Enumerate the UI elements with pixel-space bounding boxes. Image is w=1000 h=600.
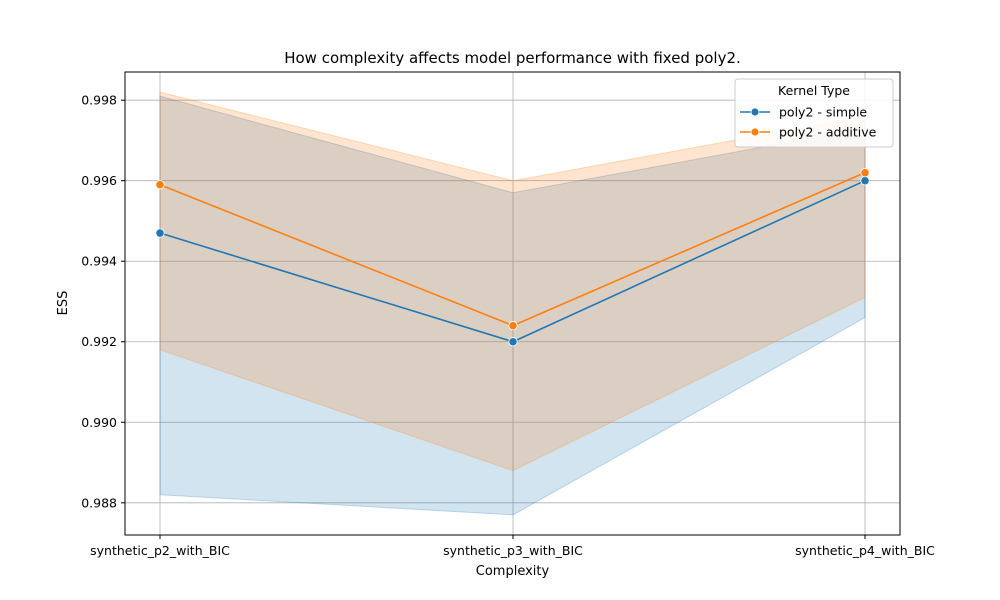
legend-marker (750, 127, 760, 137)
x-tick-label: synthetic_p3_with_BIC (443, 543, 583, 558)
legend-entry-label: poly2 - simple (779, 105, 867, 120)
data-point (508, 321, 518, 331)
y-tick-label: 0.992 (81, 334, 117, 349)
confidence-band-series-2 (159, 91, 866, 472)
legend-box (734, 78, 894, 148)
legend-marker (750, 107, 760, 117)
data-point (860, 168, 870, 178)
data-point (155, 228, 165, 238)
legend-entries: poly2 - simple poly2 - additive (740, 105, 877, 140)
y-tick-label: 0.994 (81, 254, 117, 269)
confidence-band-series-1 (159, 95, 866, 516)
legend-entry-label: poly2 - additive (779, 125, 877, 140)
y-tick-label: 0.990 (81, 415, 117, 430)
series-markers (155, 168, 870, 347)
data-point (508, 337, 518, 347)
x-axis-label: Complexity (476, 564, 550, 579)
confidence-bands (159, 91, 866, 516)
x-axis-ticks: synthetic_p2_with_BIC synthetic_p3_with_B… (90, 535, 935, 558)
data-point (860, 176, 870, 186)
x-tick-label: synthetic_p2_with_BIC (90, 543, 230, 558)
x-tick-label: synthetic_p4_with_BIC (795, 543, 935, 558)
y-tick-label: 0.988 (81, 495, 117, 510)
y-tick-label: 0.996 (81, 173, 117, 188)
chart-title: How complexity affects model performance… (284, 49, 741, 67)
y-axis-label: ESS (56, 291, 71, 316)
y-tick-label: 0.998 (81, 93, 117, 108)
y-axis-ticks: 0.988 0.990 0.992 0.994 0.996 0.998 (81, 93, 125, 510)
legend-title: Kernel Type (778, 83, 850, 98)
legend: Kernel Type poly2 - simple poly2 - additi… (734, 78, 894, 148)
data-point (155, 180, 165, 190)
